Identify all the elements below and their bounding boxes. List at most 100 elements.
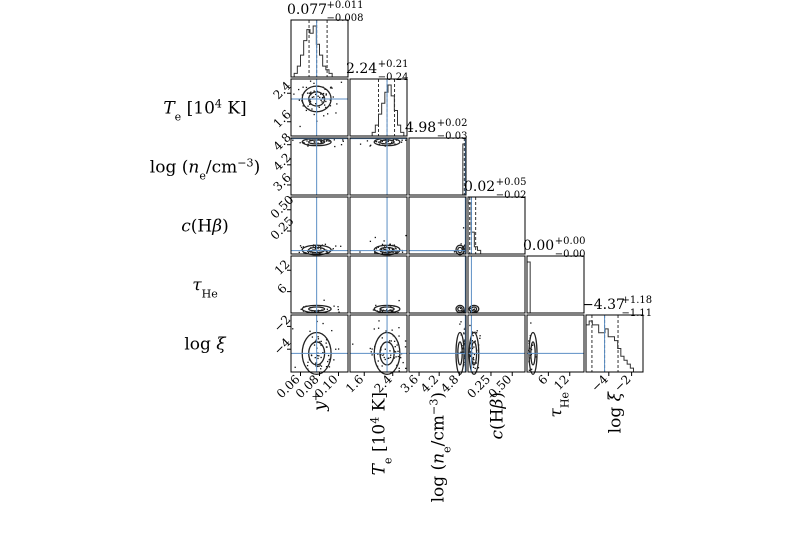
sample-point: [469, 347, 471, 349]
sample-point: [371, 354, 373, 356]
sample-point: [394, 143, 396, 145]
sample-point: [320, 248, 322, 250]
y-tick-label: 4.8: [270, 130, 293, 153]
sample-point: [337, 306, 339, 308]
sample-point: [397, 350, 399, 352]
sample-point: [318, 365, 320, 367]
y-tick-label: −4: [271, 335, 294, 358]
sample-point: [359, 251, 361, 253]
sample-point: [405, 367, 407, 370]
sample-point: [302, 105, 304, 107]
sample-point: [327, 113, 329, 115]
sample-point: [318, 341, 321, 343]
sample-point: [324, 243, 327, 245]
sample-point: [463, 245, 465, 247]
diagonal-panel-xi: −4.37+1.18 −1.11 −4 −2: [582, 295, 652, 395]
sample-point: [303, 142, 305, 144]
sample-point: [385, 141, 387, 143]
sample-point: [317, 338, 320, 340]
contour-inner: [457, 306, 463, 312]
sample-point: [298, 251, 300, 254]
sample-point: [394, 247, 396, 249]
sample-point: [320, 99, 322, 102]
sample-point: [462, 248, 464, 250]
panel-frame: [290, 19, 349, 78]
sample-point: [333, 139, 335, 141]
sample-point: [313, 113, 315, 116]
panel-frame: [290, 196, 349, 255]
sample-point: [312, 245, 314, 247]
sample-point: [317, 247, 319, 250]
sample-point: [389, 350, 391, 352]
sample-point: [469, 351, 472, 353]
sample-point: [320, 245, 322, 248]
y-axis-label-cHb: c(Hβ): [181, 217, 228, 237]
sample-point: [474, 310, 476, 313]
sample-point: [366, 140, 369, 142]
sample-point: [472, 358, 474, 360]
sample-point: [311, 336, 314, 338]
sample-point: [322, 322, 324, 325]
sample-point: [313, 82, 315, 84]
sample-point: [316, 365, 319, 368]
sample-point: [463, 333, 465, 335]
sample-point: [460, 243, 462, 245]
sample-point: [469, 307, 471, 309]
y-tick-label: −2: [271, 312, 293, 334]
sample-point: [375, 304, 377, 307]
histogram-tau: [526, 261, 584, 314]
summary-minus-tau: −0.00: [555, 249, 586, 260]
sample-point: [320, 365, 323, 367]
sample-point: [320, 340, 322, 343]
x-tick-label: 1.6: [343, 372, 366, 395]
sample-point: [337, 308, 340, 311]
sample-point: [392, 139, 395, 141]
sample-point: [325, 249, 327, 251]
scatter-panel-cHb-tau: [467, 255, 526, 314]
sample-point: [464, 309, 466, 312]
sample-point: [307, 105, 309, 107]
sample-point: [313, 96, 315, 98]
sample-point: [306, 140, 308, 142]
sample-point: [378, 141, 380, 143]
sample-point: [325, 140, 327, 142]
sample-point: [384, 348, 386, 350]
sample-point: [309, 99, 311, 101]
sample-point: [328, 366, 331, 368]
scatter-panel-ne-tau: [408, 255, 467, 314]
summary-title-Te: 2.24: [346, 61, 377, 77]
sample-point: [460, 351, 462, 353]
sample-point: [325, 93, 327, 95]
sample-point: [398, 335, 400, 337]
sample-point: [473, 308, 475, 311]
sample-point: [405, 234, 407, 237]
sample-point: [378, 320, 380, 322]
sample-point: [326, 139, 328, 142]
sample-point: [380, 354, 382, 356]
sample-point: [475, 332, 478, 334]
sample-point: [383, 240, 385, 242]
sample-point: [323, 104, 326, 106]
sample-point: [475, 362, 478, 364]
sample-point: [319, 364, 321, 366]
summary-title-tau: 0.00: [523, 238, 554, 254]
sample-point: [326, 251, 328, 253]
x-tick-label: 12: [551, 372, 572, 393]
scatter-panel-y-ne: 3.64.24.8: [270, 130, 349, 196]
sample-point: [374, 140, 377, 142]
sample-point: [333, 359, 335, 361]
summary-plus-ne: +0.02: [437, 118, 468, 129]
sample-point: [330, 86, 332, 89]
sample-point: [326, 346, 328, 348]
sample-point: [328, 359, 330, 361]
x-tick-label: 3.6: [398, 372, 421, 395]
sample-point: [476, 330, 478, 332]
sample-point: [335, 348, 337, 350]
sample-point: [384, 248, 386, 250]
sample-point: [395, 248, 397, 250]
sample-point: [377, 360, 379, 362]
sample-point: [307, 143, 309, 145]
sample-point: [462, 246, 464, 249]
sample-point: [320, 356, 322, 359]
sample-point: [323, 115, 325, 117]
